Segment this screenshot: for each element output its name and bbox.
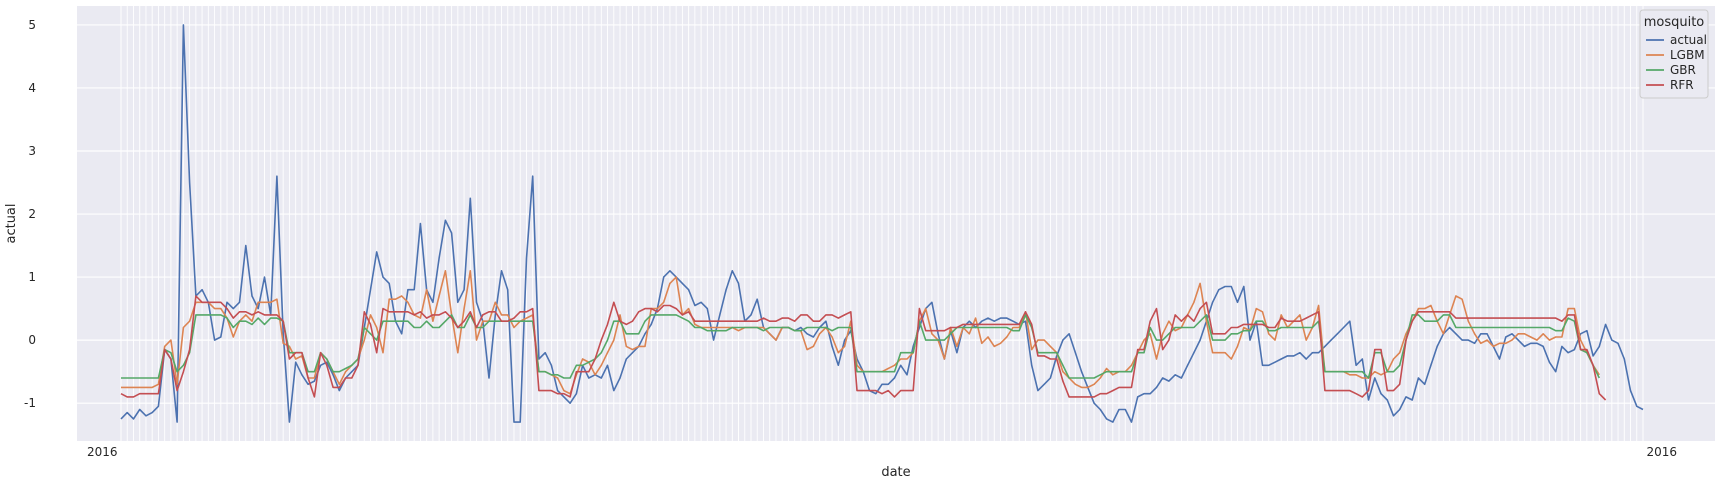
x-gridlines [120,6,1644,441]
x-axis-label: date [881,465,910,480]
y-tick-label: 5 [28,18,36,32]
legend-label-actual: actual [1670,33,1707,47]
y-tick-labels: -1 0 1 2 3 4 5 [24,18,36,410]
y-tick-label: 3 [28,144,36,158]
series-line-lgbm [121,269,1600,395]
y-gridlines [77,24,1715,404]
x-tick-label: 2016 [87,445,118,459]
legend-box [1639,9,1709,99]
legend-label-lgbm: LGBM [1670,48,1705,62]
series-line-actual [120,24,1644,423]
x-tick-labels: 2016 2016 [87,445,1677,459]
y-tick-label: 0 [28,333,36,347]
y-axis-label: actual [4,203,19,243]
y-tick-label: 2 [28,207,36,221]
legend-label-rfr: RFR [1670,78,1694,92]
series-line-gbr [121,314,1601,379]
legend-label-gbr: GBR [1670,63,1696,77]
legend-title: mosquito [1644,15,1705,30]
x-tick-label: 2016 [1646,445,1677,459]
y-tick-label: -1 [24,396,36,410]
series-layer [120,24,1644,423]
y-tick-label: 1 [28,270,36,284]
y-tick-label: 4 [28,81,36,95]
series-line-rfr [120,295,1607,401]
